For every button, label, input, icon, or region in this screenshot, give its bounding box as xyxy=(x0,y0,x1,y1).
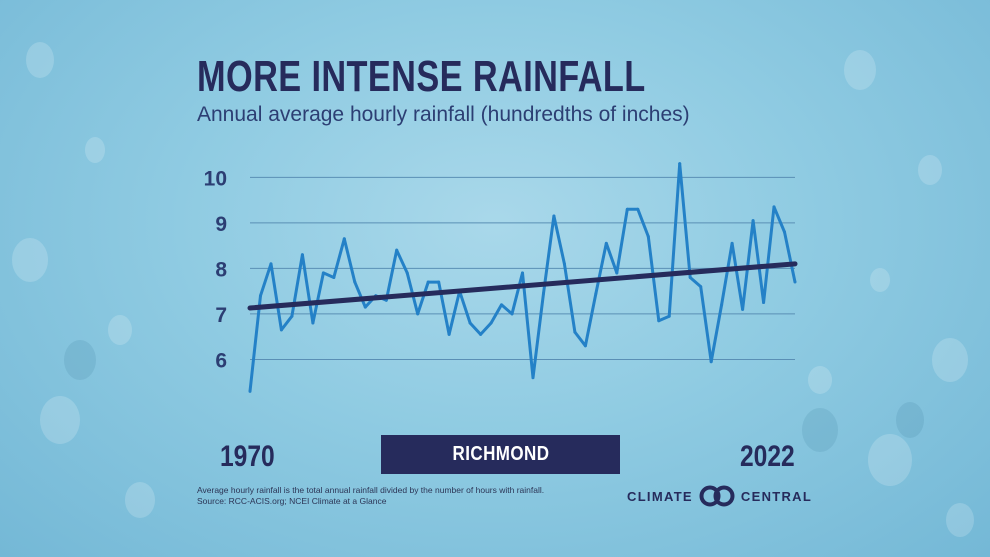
data-point-2021 xyxy=(783,230,787,234)
data-point-1994 xyxy=(500,303,504,307)
data-point-1972 xyxy=(269,262,273,266)
data-point-2008 xyxy=(646,235,650,239)
data-point-1978 xyxy=(332,276,336,279)
data-point-1993 xyxy=(489,321,493,325)
data-point-2004 xyxy=(604,241,608,245)
data-point-2013 xyxy=(699,285,703,289)
city-name: RICHMOND xyxy=(452,443,549,465)
footnote: Average hourly rainfall is the total ann… xyxy=(197,485,544,507)
y-tick-label-9: 9 xyxy=(215,213,227,236)
x-tick-label-start: 1970 xyxy=(220,440,275,473)
data-point-1984 xyxy=(395,248,399,252)
x-tick-label-end: 2022 xyxy=(740,440,795,473)
data-point-2009 xyxy=(657,319,661,323)
series-layer xyxy=(247,162,798,393)
data-point-1973 xyxy=(279,328,283,332)
data-point-1985 xyxy=(405,271,409,275)
city-badge: RICHMOND xyxy=(381,435,620,474)
logo-text-central: CENTRAL xyxy=(740,488,813,504)
data-point-1970 xyxy=(248,389,252,393)
data-point-2011 xyxy=(678,162,682,166)
data-point-2012 xyxy=(688,276,692,279)
data-point-1997 xyxy=(531,376,535,380)
rainfall-series-line xyxy=(248,162,797,392)
data-point-2015 xyxy=(720,303,724,307)
y-tick-label-7: 7 xyxy=(215,304,227,327)
data-point-2017 xyxy=(741,307,745,311)
chart-subtitle: Annual average hourly rainfall (hundredt… xyxy=(197,103,690,126)
y-tick-label-6: 6 xyxy=(215,349,227,372)
chart-title: MORE INTENSE RAINFALL xyxy=(197,52,646,101)
trend-line xyxy=(247,261,798,311)
data-point-1988 xyxy=(437,280,441,284)
footnote-source: Source: RCC-ACIS.org; NCEI Climate at a … xyxy=(197,496,387,506)
data-point-2022 xyxy=(793,280,797,284)
data-point-2016 xyxy=(730,241,734,245)
data-point-1975 xyxy=(300,253,304,257)
data-point-1996 xyxy=(521,271,524,275)
data-point-1980 xyxy=(353,280,357,284)
data-point-2002 xyxy=(583,344,587,348)
data-point-1992 xyxy=(479,332,483,336)
data-point-2003 xyxy=(594,291,598,295)
y-axis-ticks: 6 7 8 9 10 xyxy=(204,167,228,372)
footnote-definition: Average hourly rainfall is the total ann… xyxy=(197,485,545,495)
data-point-1979 xyxy=(342,237,346,241)
data-point-1998 xyxy=(541,291,545,295)
data-point-1971 xyxy=(258,294,262,298)
data-point-2000 xyxy=(562,262,566,266)
data-point-2018 xyxy=(751,219,755,223)
data-point-1987 xyxy=(426,280,430,284)
data-point-2006 xyxy=(625,207,629,211)
data-point-2010 xyxy=(667,314,671,318)
data-point-2014 xyxy=(709,360,713,364)
data-point-1981 xyxy=(363,305,367,309)
data-point-2005 xyxy=(615,271,619,275)
y-tick-label-8: 8 xyxy=(215,258,227,281)
data-point-1991 xyxy=(468,321,472,325)
data-point-1999 xyxy=(552,214,556,218)
data-point-1976 xyxy=(311,321,315,325)
data-point-1974 xyxy=(290,314,294,318)
y-tick-label-10: 10 xyxy=(204,167,227,190)
data-point-1977 xyxy=(321,271,325,275)
data-point-1995 xyxy=(510,312,514,316)
data-point-2019 xyxy=(762,301,766,305)
data-point-2020 xyxy=(772,205,776,209)
logo-text-climate: CLIMATE xyxy=(627,488,693,504)
climate-central-rings-icon xyxy=(699,485,735,507)
data-point-1989 xyxy=(447,332,451,336)
data-point-1986 xyxy=(416,312,420,316)
climate-central-logo: CLIMATE CENTRAL xyxy=(627,484,812,508)
data-point-2001 xyxy=(573,330,577,334)
data-point-2007 xyxy=(636,207,640,211)
